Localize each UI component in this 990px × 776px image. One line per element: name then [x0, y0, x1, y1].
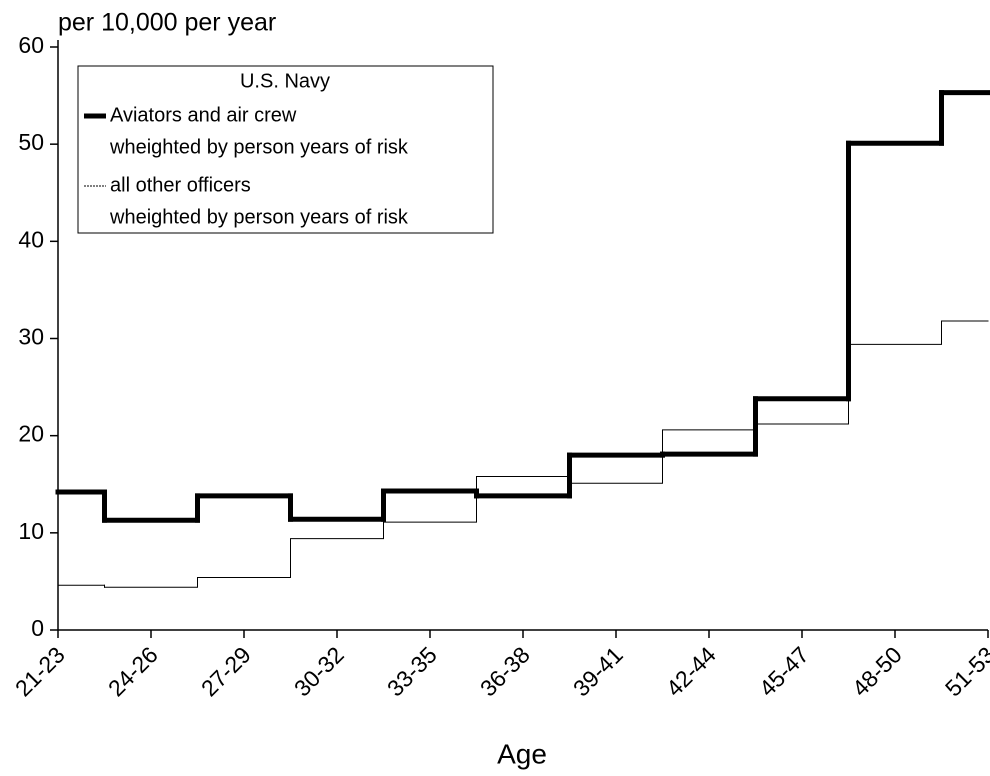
y-axis-label: per 10,000 per year [58, 9, 276, 37]
legend-description: wheighted by person years of risk [109, 136, 409, 158]
y-tick-label: 50 [18, 129, 44, 155]
legend-label: Aviators and air crew [110, 104, 297, 126]
x-tick-label: 39-41 [568, 641, 628, 701]
legend-label: all other officers [110, 174, 251, 196]
y-tick-label: 40 [18, 226, 44, 252]
x-tick-label: 27-29 [196, 641, 256, 701]
legend-title: U.S. Navy [240, 70, 330, 92]
y-tick-label: 10 [18, 518, 44, 544]
y-tick-label: 30 [18, 324, 44, 350]
x-tick-label: 45-47 [754, 641, 814, 701]
x-axis-label: Age [497, 738, 547, 769]
x-tick-label: 51-53 [940, 641, 990, 701]
x-tick-label: 30-32 [289, 641, 349, 701]
y-tick-label: 20 [18, 421, 44, 447]
x-tick-label: 24-26 [103, 641, 163, 701]
x-tick-label: 42-44 [661, 641, 721, 701]
y-tick-label: 0 [31, 615, 44, 641]
legend-box [77, 65, 494, 234]
x-tick-label: 48-50 [847, 641, 907, 701]
x-tick-label: 33-35 [382, 641, 442, 701]
y-tick-label: 60 [18, 32, 44, 58]
x-tick-label: 36-38 [475, 641, 535, 701]
x-tick-label: 21-23 [10, 641, 70, 701]
legend-description: wheighted by person years of risk [109, 206, 409, 228]
